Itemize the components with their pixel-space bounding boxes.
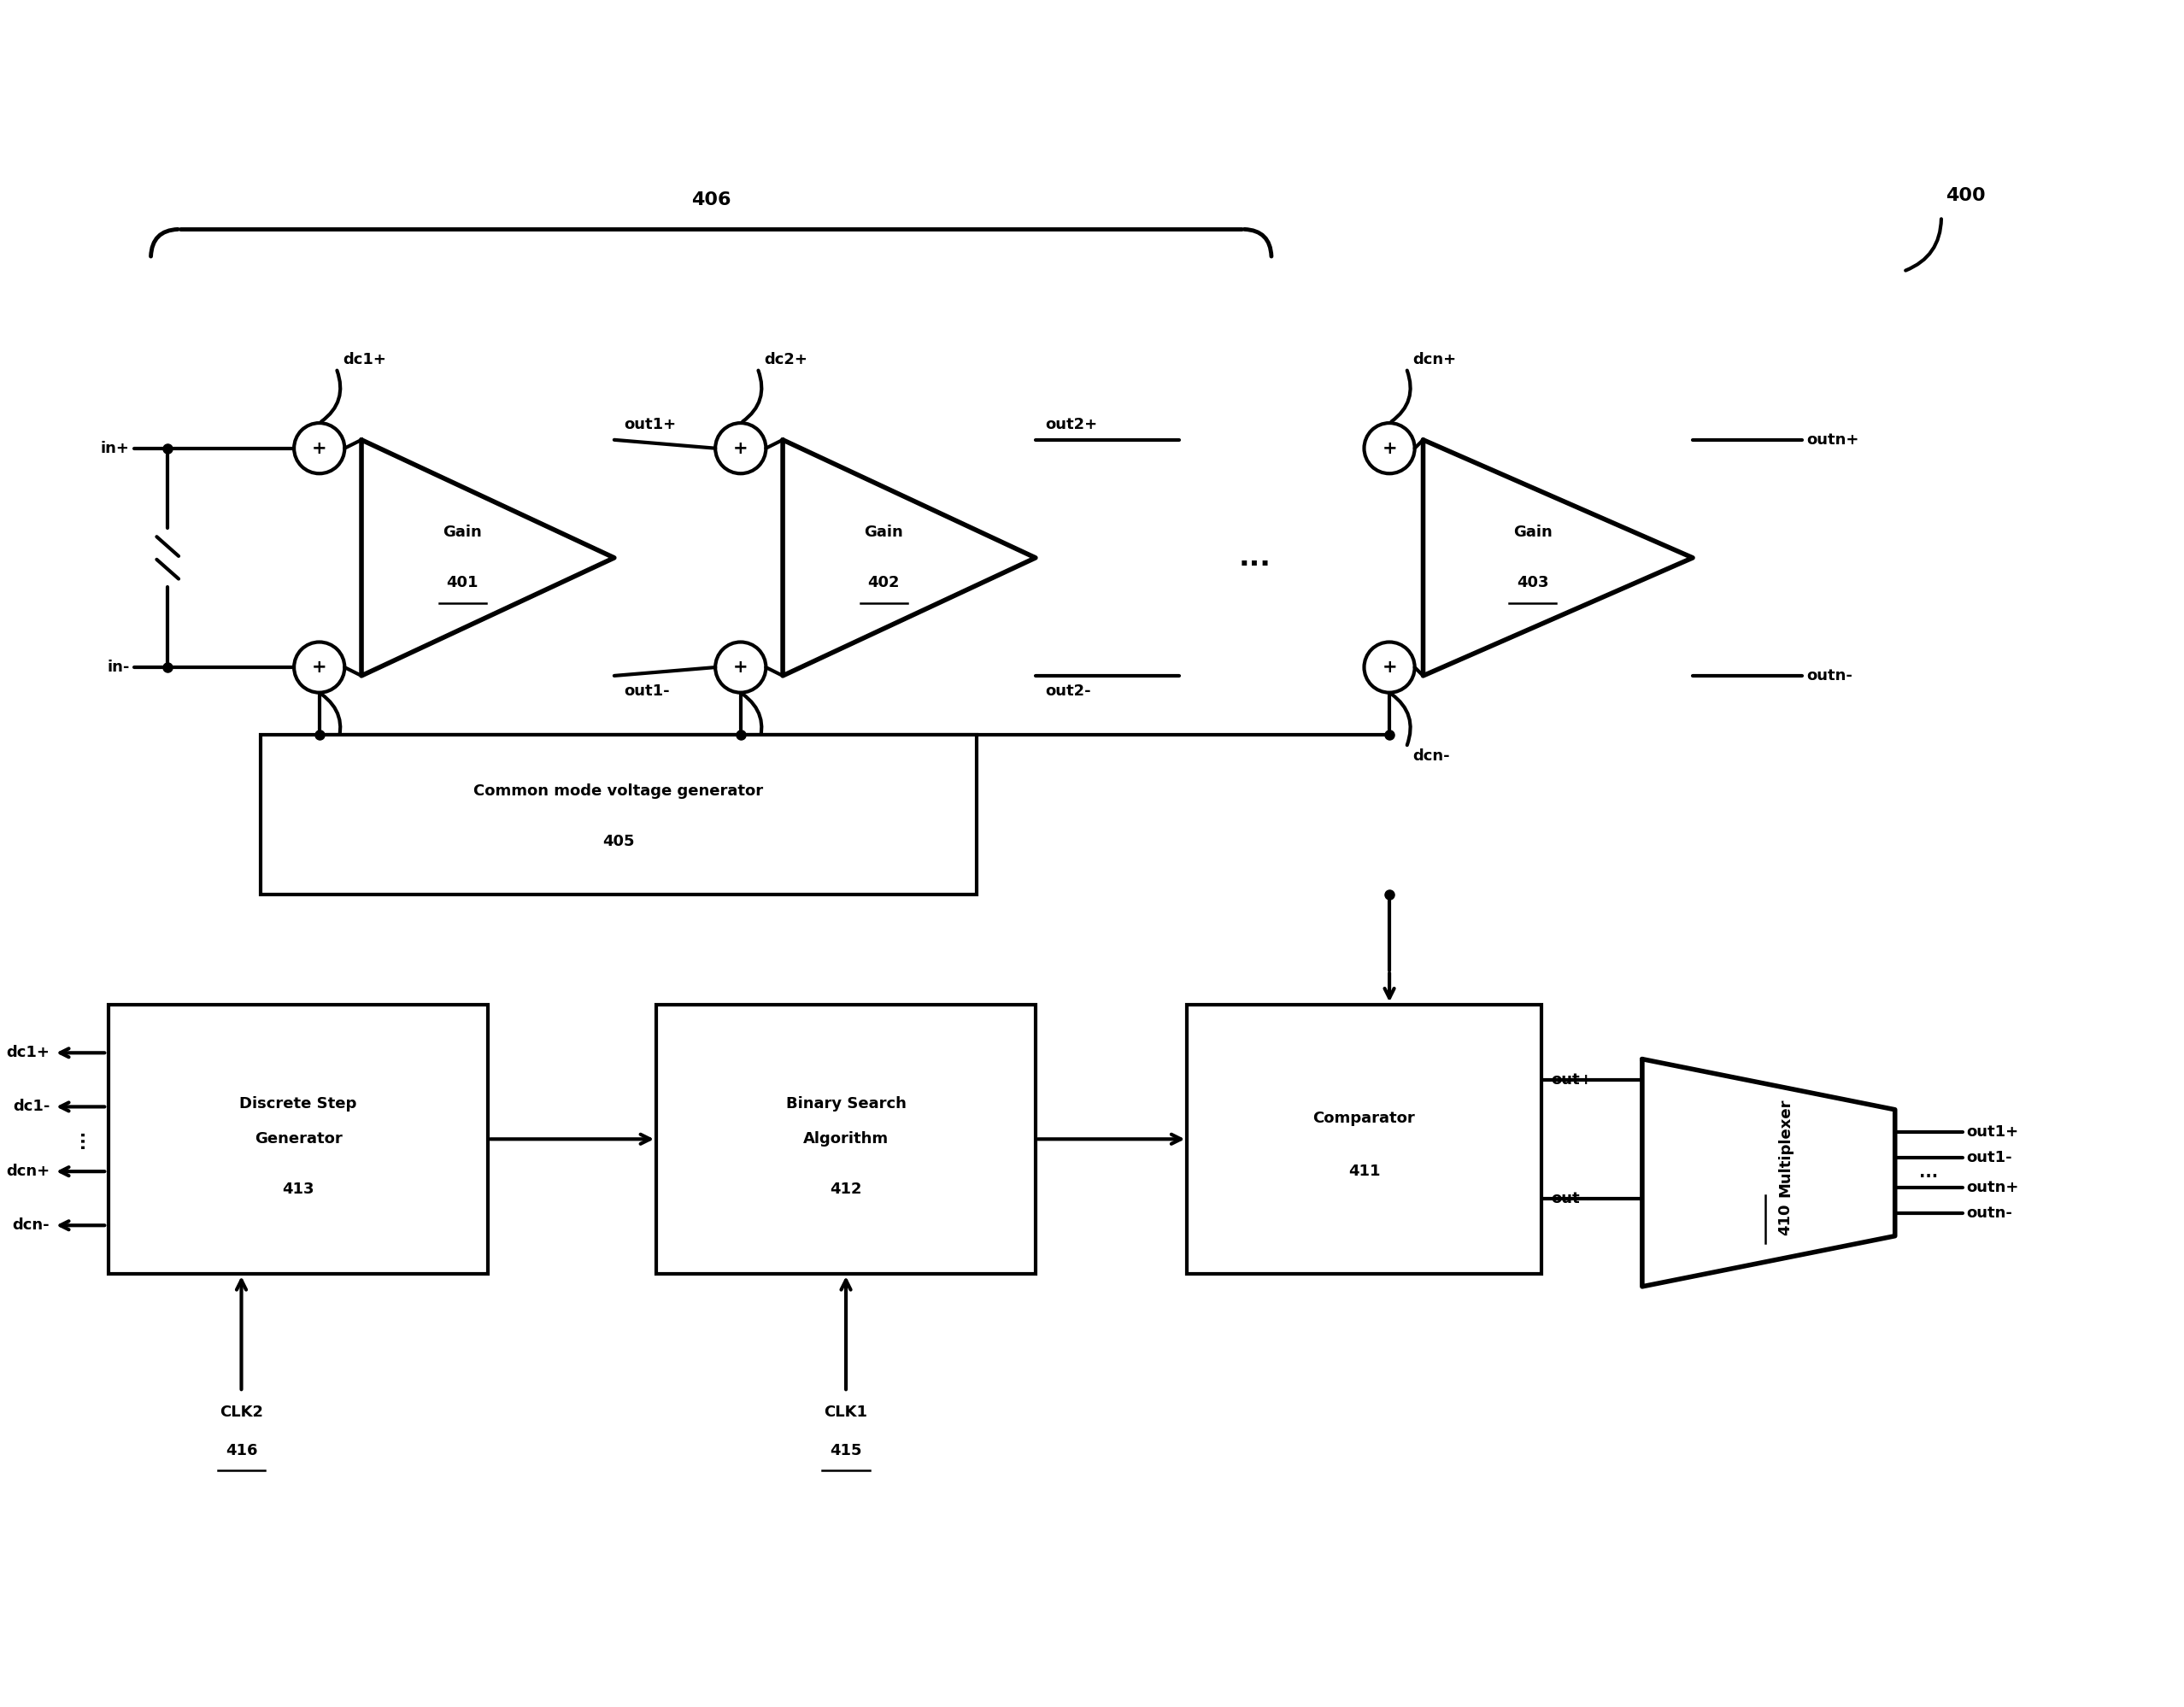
Text: dc2-: dc2- — [764, 748, 802, 763]
Text: 412: 412 — [830, 1181, 863, 1197]
Text: out1-: out1- — [1966, 1151, 2011, 1166]
Text: outn-: outn- — [1966, 1205, 2014, 1221]
Text: out-: out- — [1551, 1191, 1586, 1207]
Text: in+: in+ — [100, 440, 129, 456]
Text: +: + — [1382, 659, 1398, 676]
Text: 413: 413 — [282, 1181, 314, 1197]
Text: Comparator: Comparator — [1313, 1110, 1415, 1125]
Text: CLK2: CLK2 — [221, 1405, 264, 1420]
Text: 415: 415 — [830, 1442, 863, 1458]
Text: +: + — [734, 659, 749, 676]
Text: Generator: Generator — [253, 1132, 343, 1147]
Text: 405: 405 — [603, 835, 636, 850]
Bar — [109, 1004, 487, 1273]
Text: dc2+: dc2+ — [764, 352, 808, 367]
Text: out2-: out2- — [1046, 683, 1092, 698]
Text: +: + — [1382, 440, 1398, 457]
Text: ...: ... — [1238, 545, 1271, 572]
Bar — [657, 1004, 1035, 1273]
Text: 411: 411 — [1348, 1164, 1380, 1180]
Text: out2+: out2+ — [1046, 417, 1099, 432]
Text: outn+: outn+ — [1966, 1180, 2018, 1195]
Text: 401: 401 — [446, 575, 478, 591]
Text: CLK1: CLK1 — [823, 1405, 867, 1420]
Text: 400: 400 — [1946, 188, 1985, 205]
Text: ...: ... — [1920, 1164, 1937, 1181]
Bar — [260, 734, 976, 894]
Text: Common mode voltage generator: Common mode voltage generator — [474, 784, 764, 799]
Text: Gain: Gain — [443, 524, 483, 539]
Text: Binary Search: Binary Search — [786, 1096, 906, 1111]
Text: dcn-: dcn- — [1413, 748, 1450, 763]
Text: Gain: Gain — [865, 524, 904, 539]
Text: dc1-: dc1- — [13, 1099, 50, 1115]
Text: +: + — [312, 440, 328, 457]
Text: 403: 403 — [1516, 575, 1548, 591]
Text: dc1-: dc1- — [343, 748, 380, 763]
Text: Algorithm: Algorithm — [804, 1132, 889, 1147]
Text: Multiplexer: Multiplexer — [1778, 1098, 1793, 1197]
Text: dc1+: dc1+ — [343, 352, 387, 367]
Text: dcn-: dcn- — [13, 1217, 50, 1232]
Text: ...: ... — [72, 1130, 87, 1149]
Text: out1-: out1- — [625, 683, 670, 698]
Text: 416: 416 — [225, 1442, 258, 1458]
Bar — [1188, 1004, 1542, 1273]
Text: Discrete Step: Discrete Step — [240, 1096, 356, 1111]
Text: +: + — [734, 440, 749, 457]
Text: out+: out+ — [1551, 1072, 1592, 1087]
Text: outn-: outn- — [1806, 667, 1852, 683]
Text: out1+: out1+ — [625, 417, 677, 432]
Text: out1+: out1+ — [1966, 1125, 2018, 1140]
Text: 410: 410 — [1778, 1203, 1793, 1236]
Text: in-: in- — [107, 659, 129, 674]
Text: +: + — [312, 659, 328, 676]
Text: dc1+: dc1+ — [7, 1045, 50, 1060]
Text: 406: 406 — [692, 191, 732, 208]
Text: Gain: Gain — [1514, 524, 1553, 539]
Text: outn+: outn+ — [1806, 432, 1859, 447]
Text: dcn+: dcn+ — [7, 1164, 50, 1180]
Text: 402: 402 — [867, 575, 900, 591]
Text: dcn+: dcn+ — [1413, 352, 1457, 367]
